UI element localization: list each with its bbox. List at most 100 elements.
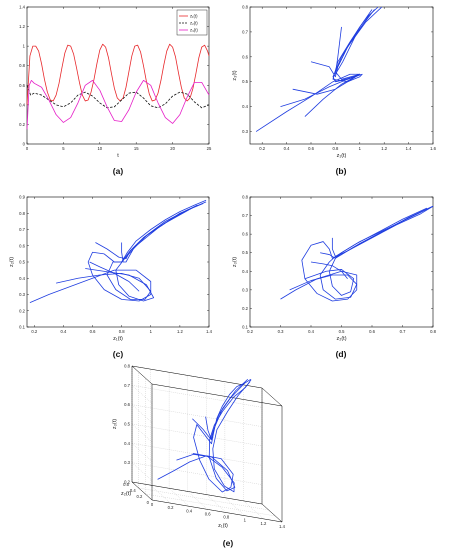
x-tick-label: 1.4 — [279, 524, 285, 529]
z-tick-label: 0.8 — [124, 364, 130, 369]
caption-e: (e) — [223, 538, 234, 548]
x-tick-label: 0.7 — [400, 329, 406, 334]
x-tick-label: 1.2 — [177, 329, 183, 334]
x-tick-label: 1 — [359, 146, 362, 151]
y-tick-label: 0.1 — [242, 325, 248, 330]
y-tick-label: 0.7 — [242, 29, 248, 34]
y-tick-label: 0 — [147, 500, 150, 505]
legend-label-2: z₃(t) — [190, 28, 198, 33]
caption-a: (a) — [113, 166, 124, 176]
y-axis-label: z₂(t) — [9, 257, 15, 267]
x-tick-label: 15 — [134, 146, 139, 151]
y-tick-label: 0.6 — [242, 54, 248, 59]
y-tick-label: 0.2 — [242, 306, 248, 311]
y-tick-label: 0.8 — [242, 5, 248, 10]
x-axis-label: z₁(t) — [113, 336, 123, 342]
grid-line — [131, 385, 263, 408]
caption-c: (c) — [113, 349, 124, 359]
y-tick-label: 0.5 — [242, 250, 248, 255]
x-tick-label: 25 — [207, 146, 212, 151]
y-tick-label: 0.6 — [19, 83, 25, 88]
series-line-0 — [26, 43, 210, 105]
x-tick-label: 0.3 — [278, 329, 284, 334]
y-tick-label: 0.6 — [123, 482, 129, 487]
x-tick-label: 0.2 — [247, 329, 253, 334]
y-tick-label: 0.4 — [130, 488, 136, 493]
chart-c: 0.2 0.4 0.6 0.8 1 1.2 1.4 0.1 0.2 0.3 0.4 0.5 0.6 0.7… — [9, 195, 213, 360]
box-edge — [131, 481, 153, 501]
x-tick-label: 0.8 — [223, 515, 229, 520]
z-tick-label: 0.5 — [124, 422, 130, 427]
chart-e: 00.20.40.60.811.21.400.20.40.60.20.30.40… — [112, 364, 286, 549]
box-edge — [131, 365, 153, 385]
x-tick-label: 1.2 — [261, 521, 267, 526]
box-edge — [261, 503, 283, 523]
grid-line — [131, 462, 153, 481]
grid-line — [206, 494, 227, 513]
grid-line — [131, 385, 153, 404]
series-line-4 — [331, 207, 428, 257]
series-line-1 — [26, 85, 210, 109]
x-tick-label: 0 — [151, 502, 154, 507]
y-tick-label: 0.9 — [19, 195, 25, 200]
z-axis-label: z₃(t) — [112, 419, 118, 429]
grid-line — [131, 462, 263, 485]
z-tick-label: 0.4 — [124, 441, 130, 446]
x-tick-label: 0.4 — [284, 146, 290, 151]
x-tick-label: 5 — [62, 146, 65, 151]
x-axis-label: z₁(t) — [218, 523, 228, 529]
y-tick-label: 0.2 — [19, 308, 25, 313]
series-line-5 — [310, 261, 348, 279]
series-line-1 — [289, 205, 434, 300]
x-tick-label: 10 — [97, 146, 102, 151]
box-edge — [151, 383, 283, 407]
y-tick-label: 0.5 — [19, 260, 25, 265]
y-tick-label: 0.3 — [242, 129, 248, 134]
x-tick-label: 0.6 — [205, 511, 211, 516]
y-tick-label: 1.4 — [19, 5, 25, 10]
y-tick-label: 0.8 — [19, 211, 25, 216]
grid-line — [131, 443, 153, 462]
y-axis-label: z₃(t) — [232, 70, 238, 80]
legend: z₁(t) z₂(t) z₃(t) — [176, 9, 208, 36]
chart-d: 0.2 0.3 0.4 0.5 0.6 0.7 0.80.10.20.30.40.50.60… — [232, 195, 437, 360]
series-line-4 — [205, 378, 249, 441]
y-tick-label: 0.2 — [19, 122, 25, 127]
series-line-5 — [89, 261, 140, 292]
chart-b: 0.2 0.4 0.6 0.8 1 1.2 1.4 1.6 0.3 0.4 0.5 0.6 0.7 0.8… — [232, 5, 437, 177]
y-tick-label: 0.4 — [242, 269, 248, 274]
series-line-1 — [176, 379, 252, 492]
y-tick-label: 0.8 — [242, 195, 248, 200]
y-tick-label: 0.7 — [19, 227, 25, 232]
grid-line — [131, 423, 153, 443]
series-line-2 — [85, 203, 204, 302]
series-line-4 — [334, 14, 370, 75]
x-axis-label: t — [117, 153, 119, 159]
y-tick-label: 0.8 — [19, 63, 25, 68]
x-axis-label: z₁(t) — [337, 153, 347, 159]
series-line-5 — [292, 73, 363, 95]
chart-a: 0 5 10 15 20 25 0 0.2 0.4 0.6 0.8 1 1.2 1.4 t z₁(t) z₂(t… — [19, 5, 212, 177]
x-tick-label: 0.5 — [339, 329, 345, 334]
series-line-3 — [192, 382, 245, 440]
legend-label-1: z₂(t) — [190, 21, 198, 26]
grid-line — [131, 404, 153, 423]
x-tick-label: 0.8 — [332, 146, 338, 151]
x-tick-label: 1.2 — [381, 146, 387, 151]
plot-frame — [249, 196, 434, 328]
box-edge — [151, 499, 283, 523]
y-axis-label: z₂(t) — [121, 491, 131, 497]
x-tick-label: 0.6 — [90, 329, 96, 334]
grid-line — [138, 487, 269, 511]
x-axis-label: z₂(t) — [336, 336, 346, 342]
x-tick-label: 0.8 — [430, 329, 436, 334]
x-tick-label: 1.6 — [430, 146, 436, 151]
z-tick-label: 0.7 — [124, 383, 130, 388]
x-tick-label: 0.2 — [168, 505, 174, 510]
y-tick-label: 0.6 — [242, 232, 248, 237]
x-tick-label: 1.4 — [206, 329, 212, 334]
x-tick-label: 20 — [170, 146, 175, 151]
x-tick-label: 0.6 — [369, 329, 375, 334]
y-tick-label: 0.1 — [19, 325, 25, 330]
